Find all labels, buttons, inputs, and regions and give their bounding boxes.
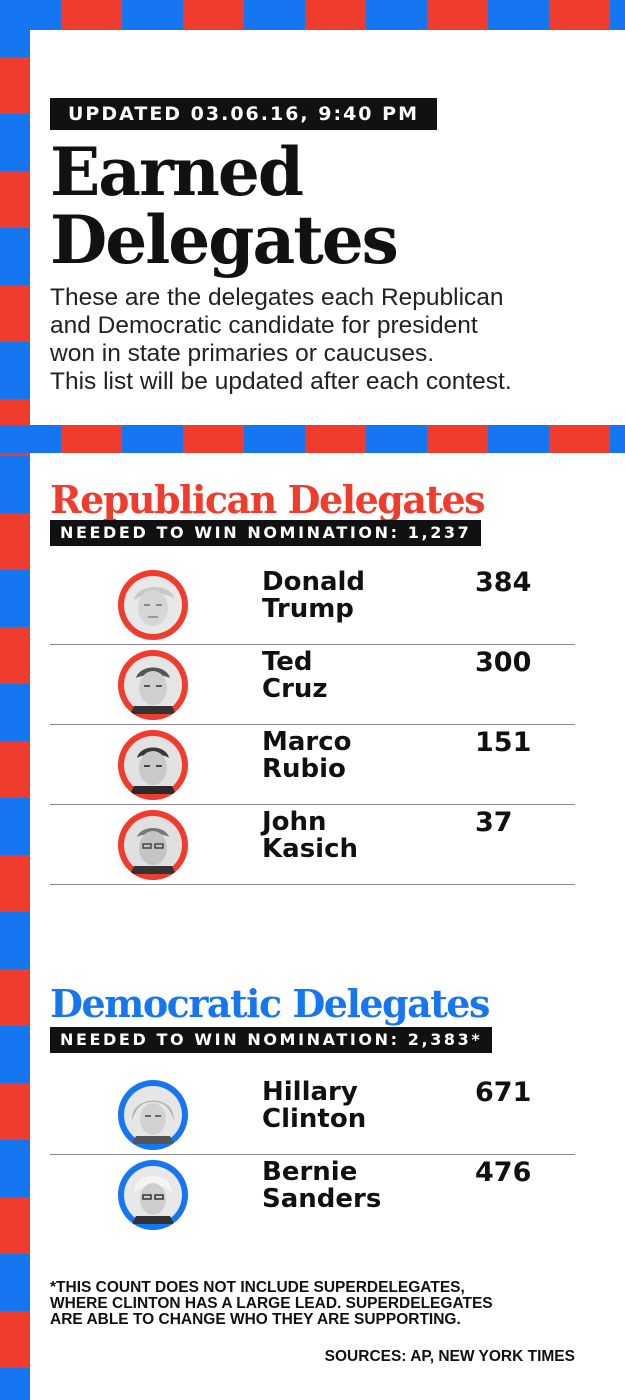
subtitle-line: won in state primaries or caucuses. bbox=[50, 340, 434, 367]
header-panel bbox=[30, 30, 625, 425]
candidate-first-name: Donald bbox=[262, 567, 366, 597]
candidate-row: Donald Trump 384 bbox=[50, 565, 575, 645]
republican-candidate-list: Donald Trump 384 Ted Cruz 300 Marco Rubi… bbox=[50, 565, 575, 885]
updated-badge: UPDATED 03.06.16, 9:40 PM bbox=[50, 98, 437, 130]
republican-needed-badge: NEEDED TO WIN NOMINATION: 1,237 bbox=[50, 520, 482, 546]
candidate-first-name: Hillary bbox=[262, 1077, 358, 1107]
middle-stripe bbox=[0, 425, 625, 453]
candidate-name: Bernie Sanders bbox=[262, 1159, 442, 1213]
hillary-clinton-photo bbox=[118, 1080, 188, 1150]
candidate-last-name: Cruz bbox=[262, 674, 328, 704]
candidate-name: Marco Rubio bbox=[262, 729, 442, 783]
subtitle-line: These are the delegates each Republican bbox=[50, 284, 504, 311]
top-stripe bbox=[0, 0, 625, 30]
candidate-first-name: John bbox=[262, 807, 327, 837]
footnote-line: WHERE CLINTON HAS A LARGE LEAD. SUPERDEL… bbox=[50, 1295, 493, 1312]
candidate-row: Bernie Sanders 476 bbox=[50, 1155, 575, 1235]
democratic-section-title: Democratic Delegates bbox=[50, 981, 490, 1026]
democratic-candidate-list: Hillary Clinton 671 Bernie Sanders 476 bbox=[50, 1075, 575, 1235]
delegate-count: 384 bbox=[475, 567, 532, 598]
subtitle-line: This list will be updated after each con… bbox=[50, 368, 512, 395]
candidate-row: Ted Cruz 300 bbox=[50, 645, 575, 725]
subtitle-line: and Democratic candidate for president bbox=[50, 312, 478, 339]
footnote-line: *THIS COUNT DOES NOT INCLUDE SUPERDELEGA… bbox=[50, 1279, 465, 1296]
sources-credit: SOURCES: AP, NEW YORK TIMES bbox=[324, 1348, 575, 1365]
republican-section-title: Republican Delegates bbox=[50, 477, 486, 522]
ted-cruz-photo bbox=[118, 650, 188, 720]
john-kasich-photo bbox=[118, 810, 188, 880]
page-title: Earned Delegates bbox=[50, 133, 399, 279]
candidate-last-name: Clinton bbox=[262, 1104, 367, 1134]
candidate-last-name: Trump bbox=[262, 594, 354, 624]
candidate-row: John Kasich 37 bbox=[50, 805, 575, 885]
delegate-count: 300 bbox=[475, 647, 532, 678]
candidate-name: John Kasich bbox=[262, 809, 442, 863]
left-stripe bbox=[0, 0, 30, 1400]
superdelegates-footnote: *THIS COUNT DOES NOT INCLUDE SUPERDELEGA… bbox=[50, 1280, 580, 1328]
delegate-count: 671 bbox=[475, 1077, 532, 1108]
candidate-last-name: Sanders bbox=[262, 1184, 382, 1214]
donald-trump-photo bbox=[118, 570, 188, 640]
delegate-count: 151 bbox=[475, 727, 532, 758]
candidate-row: Marco Rubio 151 bbox=[50, 725, 575, 805]
marco-rubio-photo bbox=[118, 730, 188, 800]
candidate-last-name: Rubio bbox=[262, 754, 346, 784]
footnote-line: ARE ABLE TO CHANGE WHO THEY ARE SUPPORTI… bbox=[50, 1311, 461, 1328]
delegate-count: 37 bbox=[475, 807, 513, 838]
democratic-needed-badge: NEEDED TO WIN NOMINATION: 2,383* bbox=[50, 1027, 493, 1053]
candidate-name: Ted Cruz bbox=[262, 649, 442, 703]
candidate-name: Hillary Clinton bbox=[262, 1079, 442, 1133]
candidate-name: Donald Trump bbox=[262, 569, 442, 623]
bernie-sanders-photo bbox=[118, 1160, 188, 1230]
candidate-first-name: Bernie bbox=[262, 1157, 358, 1187]
candidate-row: Hillary Clinton 671 bbox=[50, 1075, 575, 1155]
candidate-last-name: Kasich bbox=[262, 834, 359, 864]
subtitle: These are the delegates each Republican … bbox=[50, 284, 610, 396]
candidate-first-name: Marco bbox=[262, 727, 352, 757]
candidate-first-name: Ted bbox=[262, 647, 313, 677]
delegate-count: 476 bbox=[475, 1157, 532, 1188]
